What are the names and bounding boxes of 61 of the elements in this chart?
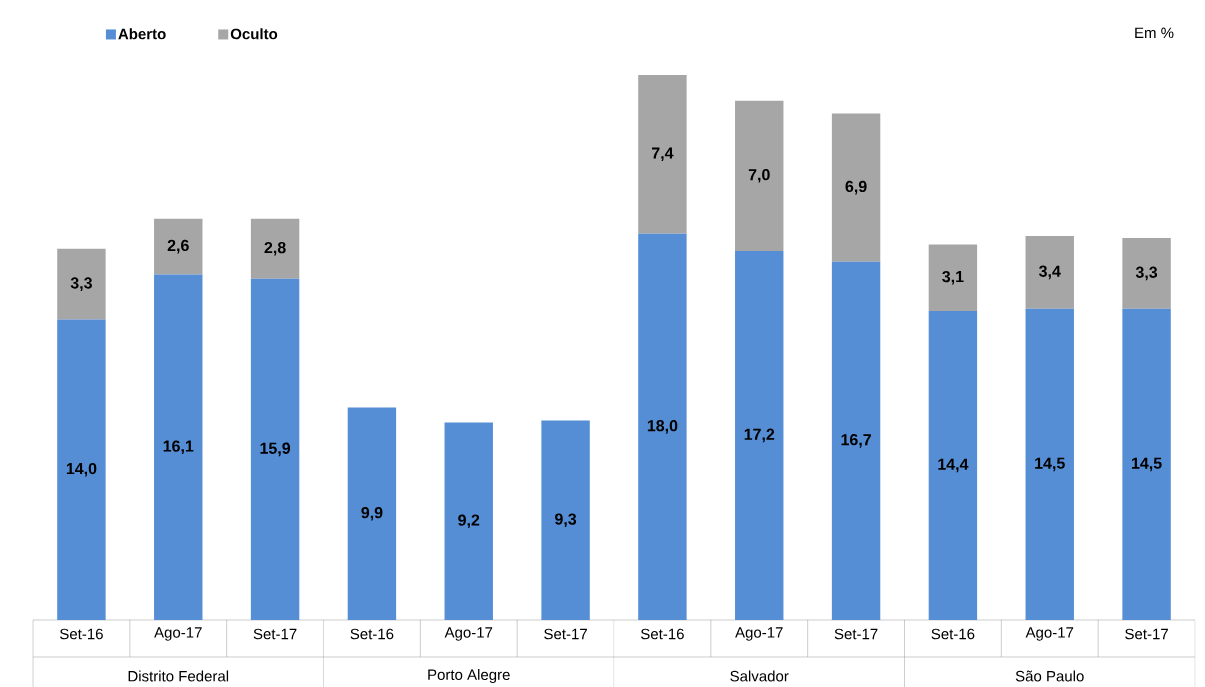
y-axis-title: Em % — [1135, 27, 1174, 39]
bar — [1122, 308, 1171, 620]
legend-label: Oculto — [230, 28, 278, 40]
x-tick-label: Ago-17 — [1025, 627, 1074, 641]
data-label: 14,5 — [1035, 457, 1065, 472]
bar — [250, 218, 300, 279]
bar — [831, 261, 881, 620]
x-tick-label: Set-16 — [640, 628, 684, 640]
bar — [154, 218, 203, 275]
bar — [444, 422, 493, 620]
data-label: 3,3 — [70, 277, 92, 291]
bar — [541, 420, 590, 620]
x-tick-label: Set-17 — [834, 628, 878, 640]
x-tick-label: Set-16 — [60, 628, 103, 640]
bar — [1025, 235, 1074, 309]
bar — [250, 278, 300, 620]
bar — [154, 274, 203, 620]
data-label: 2,6 — [167, 239, 189, 254]
data-label: 3,1 — [942, 270, 964, 285]
bar — [638, 74, 687, 234]
bar — [735, 100, 784, 251]
bar — [1025, 308, 1074, 620]
data-label: 7,4 — [651, 147, 674, 162]
x-tick-label: Ago-17 — [154, 627, 202, 641]
bar — [1122, 238, 1171, 309]
x-tick-label: Set-16 — [931, 628, 975, 640]
data-label: 14,4 — [938, 458, 969, 473]
x-tick-label: Ago-17 — [444, 627, 493, 641]
data-label: 9,9 — [361, 506, 383, 521]
data-label: 16,7 — [841, 433, 871, 448]
text: Porto Alegre — [428, 668, 510, 683]
legend-label: Aberto — [118, 28, 166, 40]
bar — [638, 233, 687, 620]
x-tick-label: Set-17 — [1125, 628, 1168, 640]
data-label: 17,2 — [744, 428, 775, 443]
x-tick-label: Set-17 — [253, 628, 297, 640]
bar — [57, 248, 106, 320]
data-label: 7,0 — [748, 168, 770, 183]
bar — [928, 310, 978, 620]
data-label: 16,1 — [163, 440, 194, 455]
data-label: 2,8 — [264, 241, 286, 256]
bar — [57, 319, 106, 620]
bar — [831, 113, 881, 262]
data-label: 18,0 — [647, 420, 678, 434]
data-label: 14,5 — [1132, 457, 1162, 472]
x-tick-label: Set-16 — [350, 628, 394, 640]
bar — [928, 244, 978, 311]
data-label: 3,4 — [1038, 265, 1061, 280]
data-label: 14,0 — [66, 462, 97, 477]
text: São Paulo — [1015, 670, 1084, 682]
data-label: 6,9 — [845, 180, 867, 195]
text: Salvador — [730, 670, 789, 682]
x-tick-label: Ago-17 — [735, 627, 783, 641]
text: Distrito Federal — [128, 670, 229, 682]
data-label: 9,2 — [458, 514, 480, 529]
data-label: 15,9 — [260, 442, 291, 457]
data-label: 9,3 — [555, 513, 577, 528]
bar — [347, 407, 397, 620]
x-tick-label: Set-17 — [544, 628, 587, 640]
bar — [735, 250, 784, 620]
data-label: 3,3 — [1135, 266, 1158, 281]
